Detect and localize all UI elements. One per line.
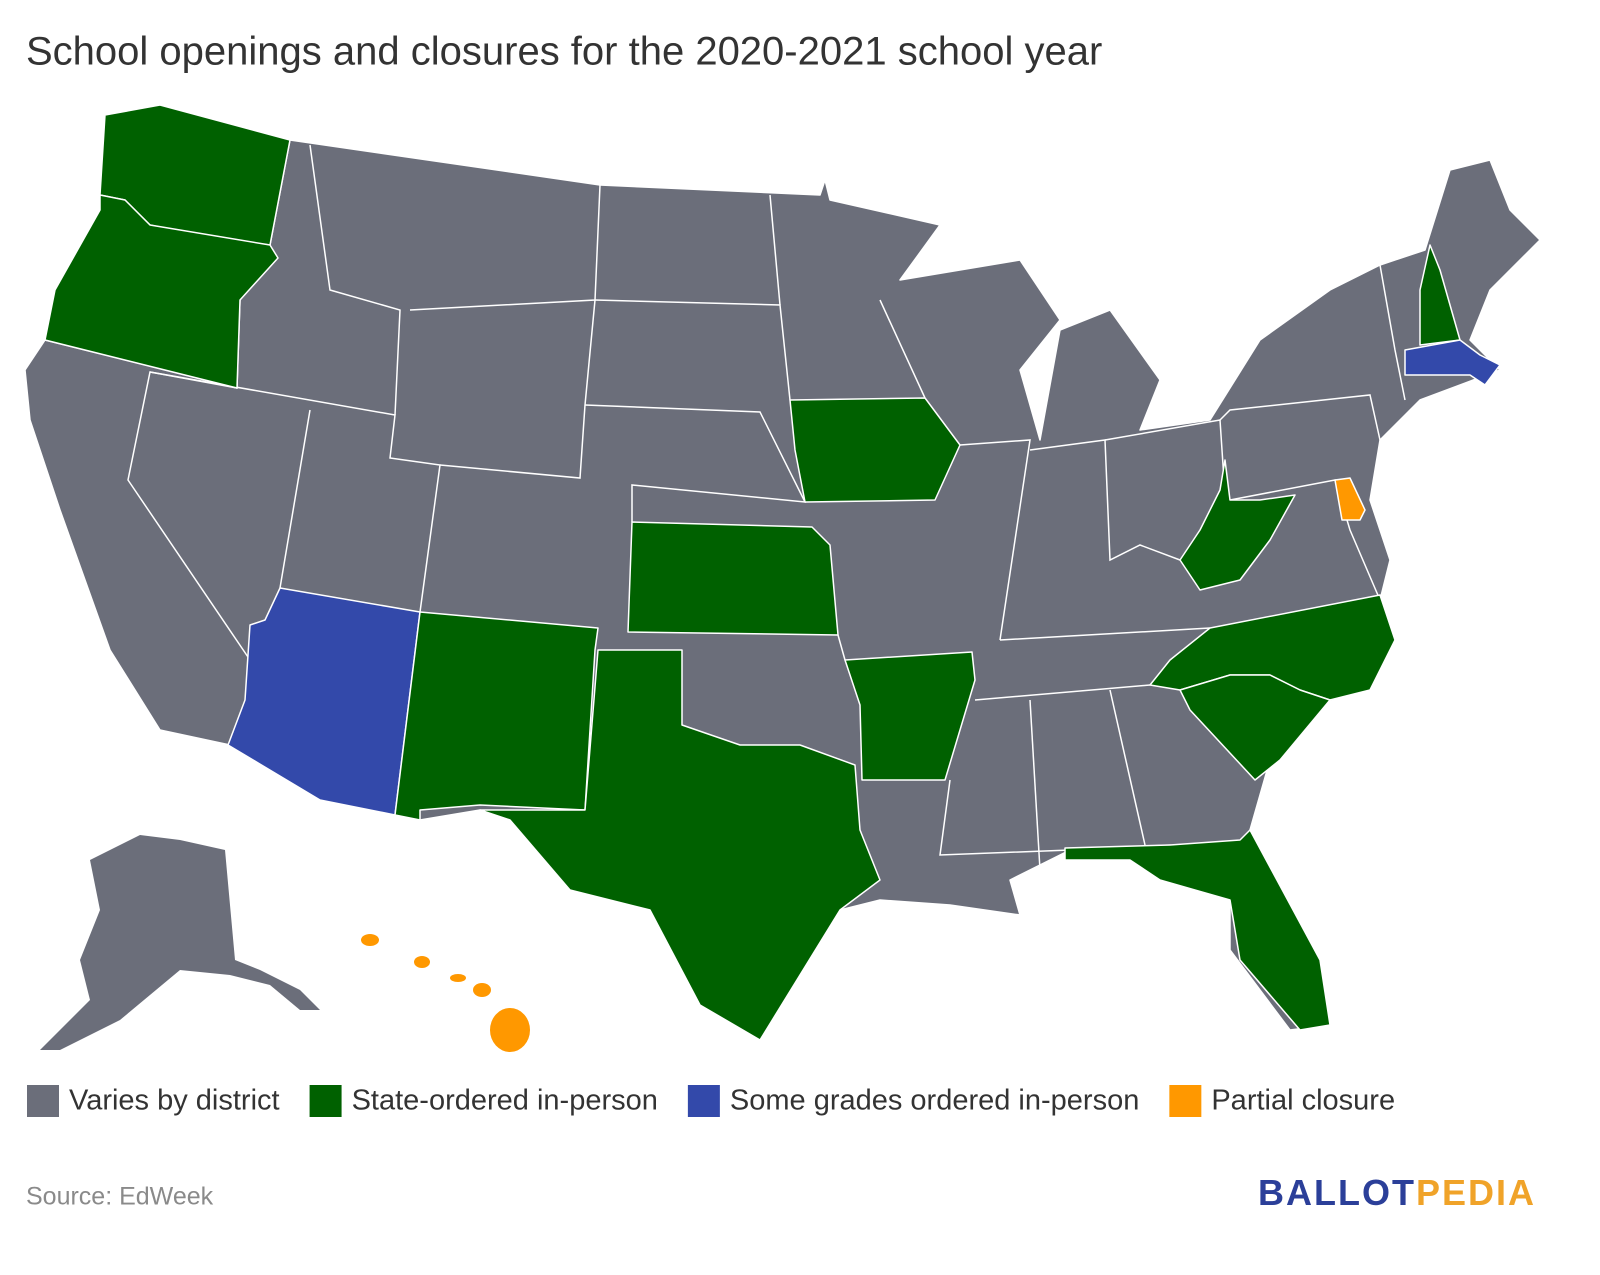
legend-swatch bbox=[1169, 1085, 1202, 1117]
state-region bbox=[1404, 339, 1501, 386]
state-border bbox=[439, 299, 596, 479]
legend-label: State-ordered in-person bbox=[352, 1085, 658, 1117]
map bbox=[24, 104, 1541, 1052]
state-border bbox=[1029, 439, 1181, 562]
logo-second: PEDIA bbox=[1416, 1172, 1536, 1213]
state-border bbox=[149, 371, 441, 613]
state-border bbox=[1029, 699, 1041, 871]
state-border bbox=[279, 409, 311, 589]
logo-first: BALLOT bbox=[1258, 1172, 1416, 1213]
state-border bbox=[309, 144, 401, 416]
legend-swatch bbox=[27, 1085, 59, 1117]
legend-label: Partial closure bbox=[1211, 1085, 1395, 1117]
state-border bbox=[1379, 264, 1406, 401]
legend-label: Some grades ordered in-person bbox=[730, 1085, 1139, 1117]
source: Source: EdWeek bbox=[26, 1183, 214, 1211]
state-border bbox=[1219, 394, 1381, 441]
state-region bbox=[1419, 244, 1461, 346]
state-border bbox=[999, 627, 1211, 641]
title: School openings and closures for the 202… bbox=[26, 30, 1102, 74]
state-border bbox=[939, 779, 1071, 856]
state-region bbox=[394, 611, 599, 821]
state-region bbox=[789, 397, 961, 503]
state-border bbox=[837, 634, 846, 661]
state-region bbox=[627, 521, 839, 636]
state-region bbox=[1334, 477, 1366, 521]
state-region bbox=[1179, 459, 1296, 591]
state-region bbox=[40, 835, 320, 1050]
state-border bbox=[879, 299, 926, 399]
legend-swatch bbox=[687, 1085, 720, 1117]
state-border bbox=[959, 439, 1031, 641]
logo: BALLOTPEDIA bbox=[1258, 1172, 1536, 1213]
state-region bbox=[1064, 829, 1331, 1031]
state-region bbox=[227, 587, 421, 816]
state-region bbox=[361, 934, 530, 1052]
legend: Varies by district State-ordered in-perso… bbox=[27, 1085, 1395, 1117]
legend-swatch bbox=[309, 1085, 342, 1117]
state-region bbox=[844, 651, 976, 781]
state-border bbox=[1109, 689, 1146, 846]
state-region bbox=[44, 194, 279, 389]
legend-label: Varies by district bbox=[69, 1085, 280, 1117]
state-border bbox=[769, 194, 781, 306]
state-border bbox=[974, 684, 1151, 701]
state-region bbox=[479, 649, 881, 1041]
state-region bbox=[1179, 674, 1331, 781]
